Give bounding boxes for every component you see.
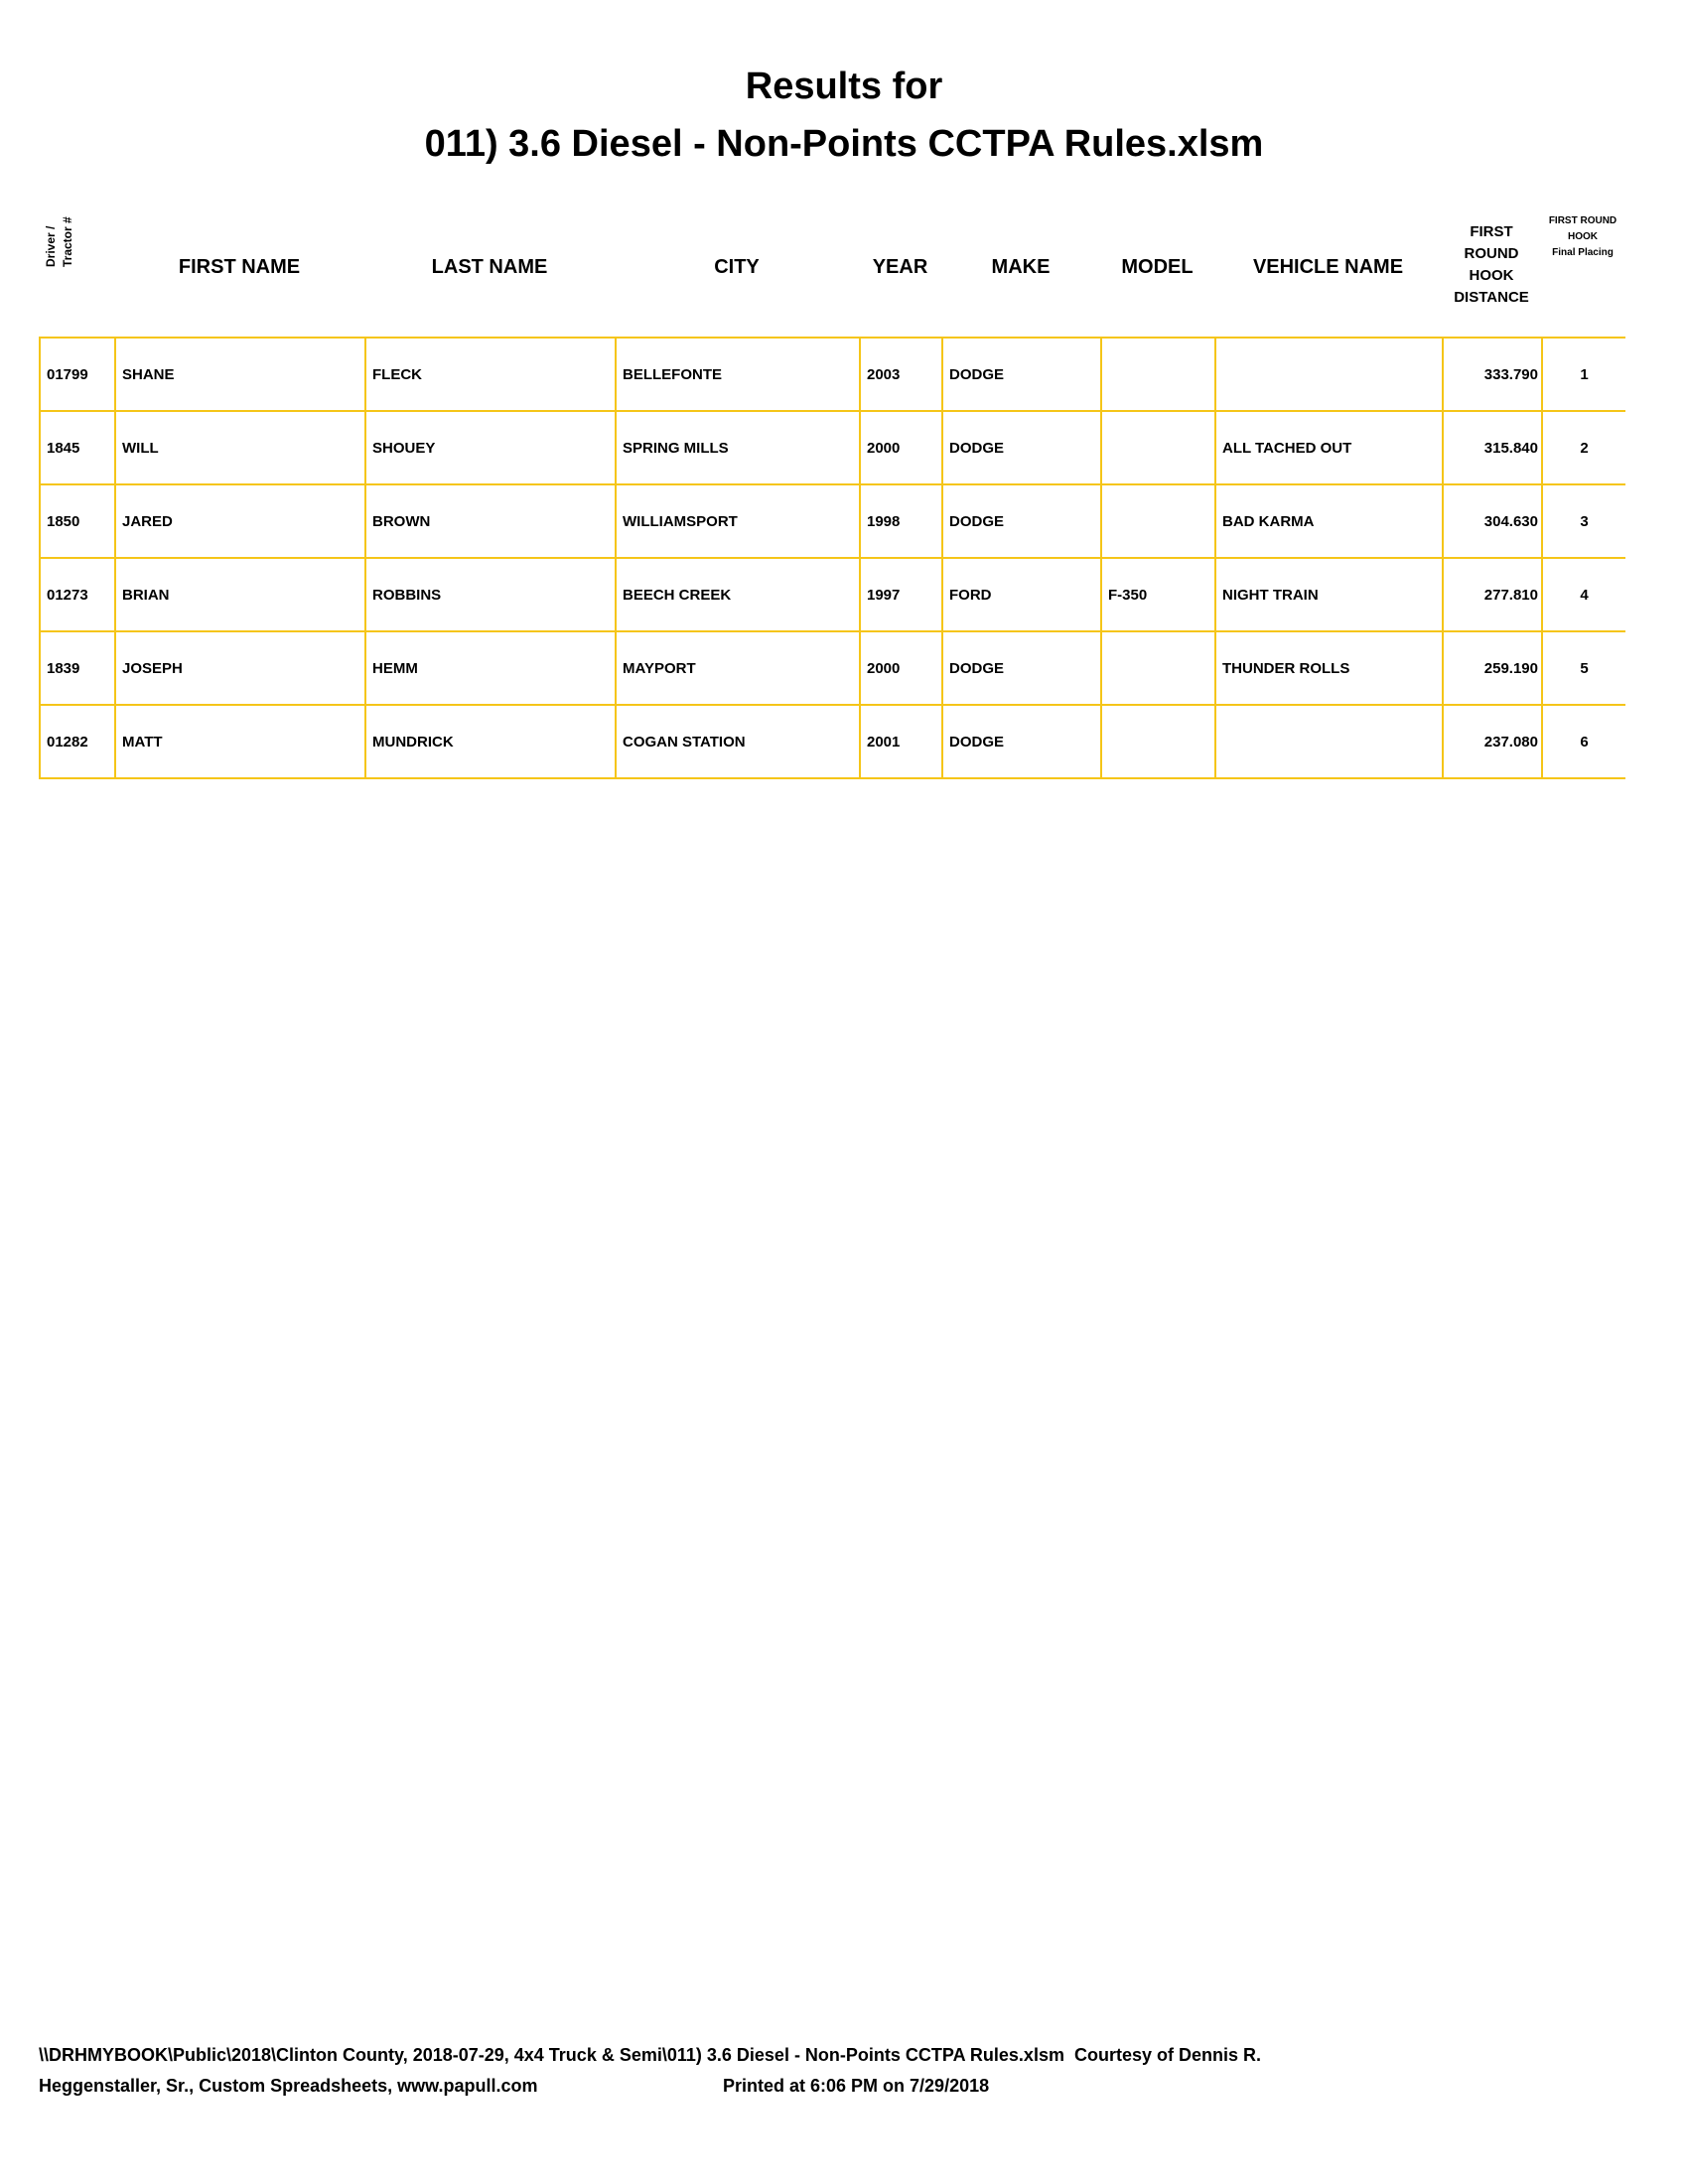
cell-placing: 1	[1541, 337, 1625, 412]
cell-make: DODGE	[941, 483, 1102, 559]
table-row: 01282 MATT MUNDRICK COGAN STATION 2001 DODGE 2…	[39, 704, 1625, 779]
header-model: MODEL	[1121, 255, 1194, 278]
cell-city: COGAN STATION	[615, 704, 861, 779]
results-table: 01799 SHANE FLECK BELLEFONTE 2003 DODGE 333.79…	[39, 337, 1625, 779]
header-vehicle-name: VEHICLE NAME	[1252, 255, 1404, 278]
cell-distance: 304.630	[1442, 483, 1543, 559]
cell-vehicle-name	[1214, 337, 1444, 412]
header-distance-line: FIRST	[1470, 223, 1513, 240]
header-year: YEAR	[872, 255, 928, 278]
header-distance: FIRST ROUND HOOK DISTANCE	[1442, 191, 1541, 340]
cell-placing: 3	[1541, 483, 1625, 559]
cell-distance: 237.080	[1442, 704, 1543, 779]
header-last-name: LAST NAME	[431, 255, 548, 278]
cell-city: BELLEFONTE	[615, 337, 861, 412]
table-row: 1839 JOSEPH HEMM MAYPORT 2000 DODGE THUNDER RO…	[39, 630, 1625, 706]
cell-city: WILLIAMSPORT	[615, 483, 861, 559]
cell-driver-number: 1839	[39, 630, 116, 706]
cell-last-name: BROWN	[364, 483, 617, 559]
cell-make: DODGE	[941, 410, 1102, 485]
header-driver-tractor: Driver / Tractor #	[44, 204, 103, 273]
cell-year: 2001	[859, 704, 943, 779]
cell-city: MAYPORT	[615, 630, 861, 706]
cell-vehicle-name: BAD KARMA	[1214, 483, 1444, 559]
header-placing: FIRST ROUND HOOK Final Placing	[1541, 199, 1624, 276]
footer-path: \\DRHMYBOOK\Public\2018\Clinton County, …	[39, 2045, 1261, 2065]
cell-make: DODGE	[941, 704, 1102, 779]
cell-last-name: SHOUEY	[364, 410, 617, 485]
cell-model	[1100, 704, 1216, 779]
table-row: 01799 SHANE FLECK BELLEFONTE 2003 DODGE 333.79…	[39, 337, 1625, 412]
cell-placing: 5	[1541, 630, 1625, 706]
header-driver-line1: Driver /	[44, 225, 58, 267]
cell-driver-number: 1845	[39, 410, 116, 485]
cell-first-name: JARED	[114, 483, 366, 559]
cell-distance: 277.810	[1442, 557, 1543, 632]
page-title-line2: 011) 3.6 Diesel - Non-Points CCTPA Rules…	[424, 123, 1264, 165]
cell-last-name: HEMM	[364, 630, 617, 706]
cell-distance: 315.840	[1442, 410, 1543, 485]
footer-credit: Heggenstaller, Sr., Custom Spreadsheets,…	[39, 2076, 538, 2096]
footer-printed: Printed at 6:06 PM on 7/29/2018	[723, 2076, 990, 2096]
cell-model	[1100, 483, 1216, 559]
cell-first-name: BRIAN	[114, 557, 366, 632]
cell-placing: 2	[1541, 410, 1625, 485]
cell-model	[1100, 337, 1216, 412]
cell-vehicle-name: THUNDER ROLLS	[1214, 630, 1444, 706]
table-row: 1845 WILL SHOUEY SPRING MILLS 2000 DODGE ALL T…	[39, 410, 1625, 485]
cell-last-name: MUNDRICK	[364, 704, 617, 779]
table-row: 1850 JARED BROWN WILLIAMSPORT 1998 DODGE BAD K…	[39, 483, 1625, 559]
cell-city: BEECH CREEK	[615, 557, 861, 632]
cell-vehicle-name	[1214, 704, 1444, 779]
header-make: MAKE	[991, 255, 1051, 278]
cell-make: DODGE	[941, 337, 1102, 412]
cell-year: 2003	[859, 337, 943, 412]
cell-last-name: FLECK	[364, 337, 617, 412]
cell-vehicle-name: NIGHT TRAIN	[1214, 557, 1444, 632]
cell-first-name: SHANE	[114, 337, 366, 412]
cell-driver-number: 1850	[39, 483, 116, 559]
cell-vehicle-name: ALL TACHED OUT	[1214, 410, 1444, 485]
header-city: CITY	[714, 255, 760, 278]
header-first-name: FIRST NAME	[178, 255, 301, 278]
cell-make: FORD	[941, 557, 1102, 632]
cell-driver-number: 01799	[39, 337, 116, 412]
cell-year: 1997	[859, 557, 943, 632]
header-driver-line2: Tractor #	[61, 216, 74, 267]
cell-first-name: MATT	[114, 704, 366, 779]
cell-first-name: JOSEPH	[114, 630, 366, 706]
cell-year: 2000	[859, 410, 943, 485]
cell-first-name: WILL	[114, 410, 366, 485]
cell-model: F-350	[1100, 557, 1216, 632]
cell-placing: 4	[1541, 557, 1625, 632]
header-placing-line: Final Placing	[1552, 247, 1614, 258]
cell-placing: 6	[1541, 704, 1625, 779]
cell-make: DODGE	[941, 630, 1102, 706]
header-distance-line: HOOK	[1469, 267, 1514, 284]
header-distance-line: ROUND	[1464, 245, 1519, 262]
header-placing-line: HOOK	[1568, 231, 1598, 242]
table-row: 01273 BRIAN ROBBINS BEECH CREEK 1997 FORD F-35…	[39, 557, 1625, 632]
cell-driver-number: 01282	[39, 704, 116, 779]
cell-distance: 333.790	[1442, 337, 1543, 412]
header-placing-line: FIRST ROUND	[1548, 215, 1618, 226]
cell-distance: 259.190	[1442, 630, 1543, 706]
cell-model	[1100, 630, 1216, 706]
header-distance-line: DISTANCE	[1454, 289, 1529, 306]
cell-last-name: ROBBINS	[364, 557, 617, 632]
cell-city: SPRING MILLS	[615, 410, 861, 485]
cell-driver-number: 01273	[39, 557, 116, 632]
cell-year: 1998	[859, 483, 943, 559]
page-title-line1: Results for	[745, 66, 943, 107]
cell-model	[1100, 410, 1216, 485]
cell-year: 2000	[859, 630, 943, 706]
